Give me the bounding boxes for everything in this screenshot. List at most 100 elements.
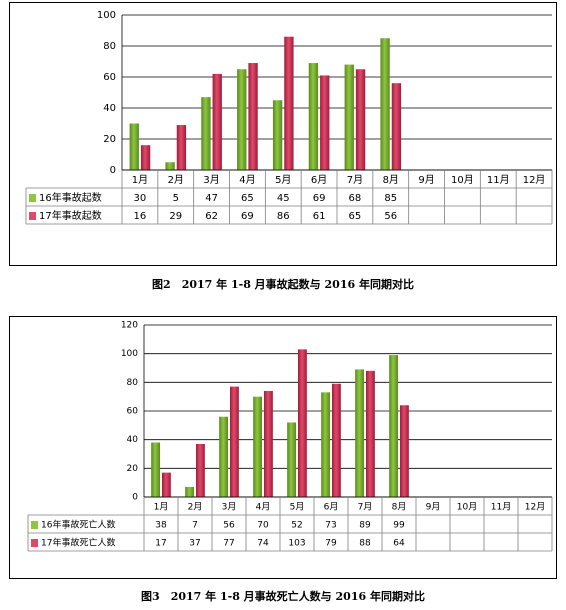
bar-series2-7 (366, 370, 375, 497)
data-cell: 65 (241, 193, 254, 204)
category-label: 12月 (525, 502, 545, 513)
bar-series1-7 (355, 369, 364, 497)
data-cell: 85 (384, 193, 397, 204)
category-label: 7月 (358, 502, 373, 513)
category-label: 11月 (491, 502, 511, 513)
data-cell: 89 (359, 521, 371, 531)
y-tick-label: 20 (103, 134, 116, 145)
legend-label: 16年事故死亡人数 (41, 519, 115, 531)
bar-series1-5 (287, 422, 296, 497)
data-cell: 69 (241, 211, 254, 222)
category-label: 10月 (451, 174, 474, 186)
bar-series2-5 (284, 36, 294, 171)
bar-series1-7 (344, 64, 354, 170)
data-cell: 77 (223, 539, 234, 549)
y-tick-label: 120 (121, 321, 138, 331)
y-tick-label: 80 (103, 41, 116, 52)
legend-swatch (31, 521, 38, 529)
bar-series1-5 (272, 100, 283, 170)
bar-series2-2 (176, 125, 187, 170)
bar-series1-1 (129, 123, 139, 170)
bar-series1-3 (219, 416, 228, 497)
y-tick-label: 40 (103, 103, 116, 114)
bar-series1-4 (237, 69, 247, 170)
data-cell: 73 (325, 521, 336, 531)
category-label: 12月 (523, 174, 546, 186)
data-cell: 7 (192, 521, 198, 531)
chart-panel-accidents: 0 20 40 60 80 100 1月 2月 3月 4月 5月 6月 7月 8月 9月 10月 11月 12月 1… (9, 2, 557, 266)
data-cell: 5 (173, 193, 179, 204)
data-cell: 70 (257, 521, 269, 531)
data-cell: 56 (223, 521, 235, 531)
data-cell: 86 (277, 211, 290, 222)
bar-series1-4 (253, 396, 262, 497)
bar-series2-8 (391, 83, 402, 170)
category-label: 7月 (347, 174, 363, 186)
category-label: 2月 (168, 174, 184, 186)
figure-caption: 图3 2017 年 1-8 月事故死亡人数与 2016 年同期对比 (141, 590, 425, 603)
category-label: 4月 (239, 174, 255, 186)
category-label: 10月 (457, 502, 477, 513)
bar-series2-3 (212, 73, 222, 170)
bar-series2-6 (320, 75, 330, 170)
legend-label: 17年事故死亡人数 (41, 537, 115, 549)
data-cell: 79 (325, 539, 337, 549)
bar-series2-4 (264, 390, 273, 497)
category-label: 5月 (290, 502, 305, 513)
data-cell: 52 (291, 521, 302, 531)
bar-series2-5 (298, 349, 307, 497)
legend-swatch (29, 194, 36, 202)
bar-series1-6 (321, 392, 330, 497)
data-cell: 103 (288, 539, 305, 549)
bar-series1-8 (389, 355, 398, 497)
legend-swatch (31, 539, 38, 547)
y-tick-label: 0 (110, 165, 116, 176)
category-label: 1月 (132, 174, 148, 186)
bar-series1-2 (185, 486, 194, 497)
data-cell: 56 (384, 211, 397, 222)
y-tick-label: 20 (127, 464, 139, 474)
data-cell: 45 (277, 193, 290, 204)
bar-series2-8 (400, 405, 409, 497)
chart-panel-deaths: 0 20 40 60 80 100 120 1月 2月 3月 4月 5月 6月 7月 8月 9月 10月 11月 1… (9, 316, 557, 579)
legend-swatch (29, 212, 36, 220)
chart-accidents: 0 20 40 60 80 100 1月 2月 3月 4月 5月 6月 7月 8月 9月 10月 11月 12月 1… (25, 10, 553, 225)
data-cell: 64 (393, 539, 405, 549)
data-cell: 61 (313, 211, 326, 222)
bar-series2-2 (196, 443, 205, 497)
bar-series2-6 (332, 383, 341, 497)
category-label: 8月 (392, 502, 407, 513)
bar-series1-3 (201, 97, 211, 170)
category-label: 9月 (426, 502, 441, 513)
data-cell: 37 (189, 539, 200, 549)
figure-caption: 图2 2017 年 1-8 月事故起数与 2016 年同期对比 (152, 278, 414, 291)
bar-series2-7 (355, 69, 366, 170)
category-label: 6月 (324, 502, 339, 513)
data-cell: 47 (205, 193, 218, 204)
legend-label: 17年事故起数 (39, 209, 102, 222)
category-label: 11月 (487, 174, 510, 186)
data-cell: 30 (134, 193, 147, 204)
bar-series2-4 (248, 63, 258, 170)
data-cell: 99 (393, 521, 405, 531)
bar-series1-8 (380, 38, 390, 170)
category-label: 3月 (222, 502, 237, 513)
bar-series1-2 (165, 162, 175, 170)
y-tick-label: 80 (127, 378, 139, 388)
bar-series2-1 (162, 472, 171, 497)
bar-series2-3 (230, 386, 239, 497)
category-label: 1月 (154, 502, 169, 513)
category-label: 2月 (188, 502, 203, 513)
data-cell: 38 (155, 521, 167, 531)
y-tick-label: 60 (127, 407, 139, 417)
data-cell: 29 (169, 211, 182, 222)
y-tick-label: 0 (132, 493, 138, 503)
data-cell: 16 (134, 211, 147, 222)
category-label: 3月 (203, 174, 219, 186)
bar-series1-6 (308, 63, 319, 170)
bar-series2-1 (140, 145, 151, 170)
y-tick-label: 60 (103, 72, 116, 83)
data-cell: 74 (257, 539, 269, 549)
category-label: 6月 (311, 174, 327, 186)
data-cell: 17 (155, 539, 166, 549)
